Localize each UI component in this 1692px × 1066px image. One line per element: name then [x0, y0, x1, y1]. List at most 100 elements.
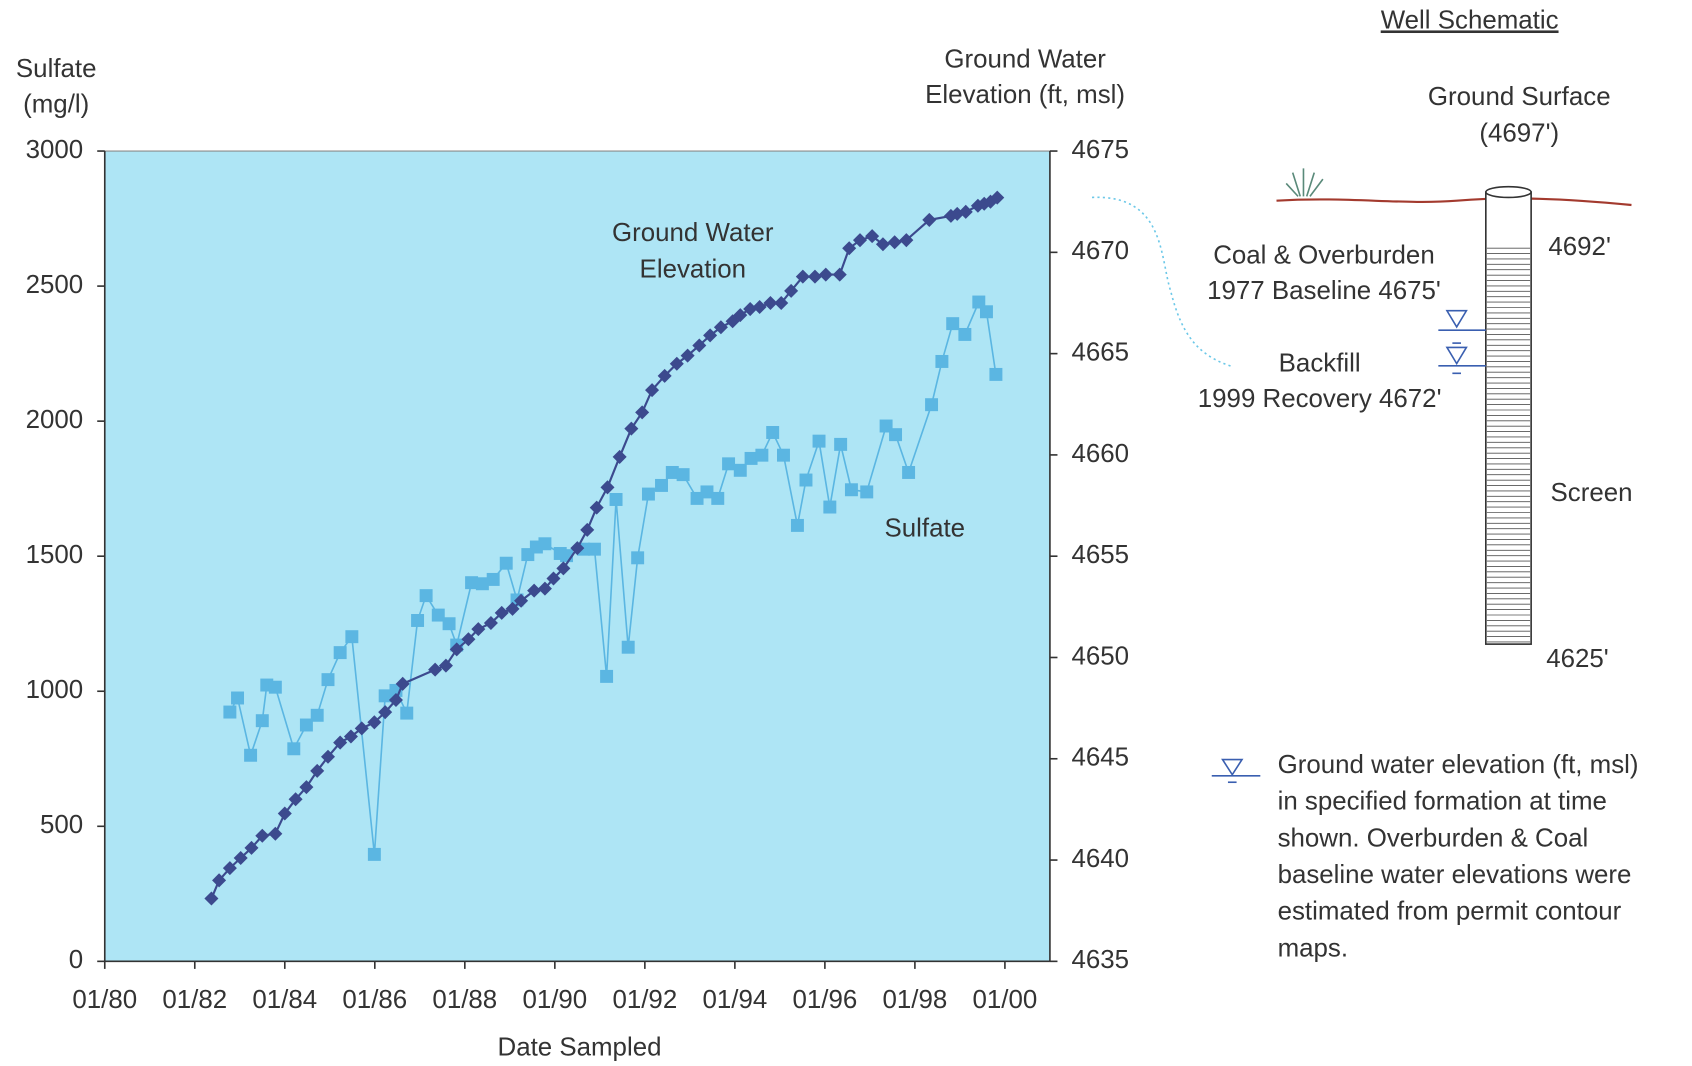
- marker: [244, 748, 258, 762]
- screen-label: Screen: [1551, 479, 1633, 507]
- marker: [733, 463, 747, 477]
- y2-tick-label: 4665: [1072, 338, 1130, 366]
- marker: [655, 478, 668, 492]
- y-tick-label: 2000: [26, 406, 84, 434]
- marker: [299, 780, 314, 795]
- annotation: Sulfate: [884, 515, 965, 543]
- marker: [763, 295, 778, 310]
- well-schematic: Well Schematic Ground Surface (4697') 46…: [1091, 6, 1639, 962]
- y2-tick-label: 4655: [1072, 541, 1130, 569]
- y2-axis-label: Ground Water: [944, 45, 1106, 73]
- marker: [411, 614, 425, 627]
- schematic-title: Well Schematic: [1381, 6, 1559, 34]
- marker: [609, 493, 623, 506]
- marker: [713, 320, 728, 335]
- marker: [744, 451, 758, 465]
- marker: [287, 742, 301, 756]
- y2-tick-label: 4640: [1072, 845, 1130, 873]
- marker: [922, 212, 937, 227]
- chart: 0 500 1000 1500 2000 2500 3000 4635 4640 4645 4650…: [16, 45, 1129, 1061]
- marker: [812, 434, 826, 448]
- marker: [310, 763, 325, 778]
- marker: [990, 190, 1005, 205]
- marker: [612, 449, 627, 464]
- y2-axis-label: Elevation (ft, msl): [925, 81, 1125, 109]
- y-tick-label: 1000: [26, 676, 84, 704]
- marker: [537, 581, 552, 596]
- marker: [212, 873, 227, 888]
- legend-note: maps.: [1278, 934, 1348, 962]
- marker: [844, 483, 858, 497]
- marker: [989, 367, 1003, 381]
- marker: [367, 847, 381, 861]
- annotation: Ground Water: [612, 219, 774, 247]
- marker: [860, 485, 874, 499]
- marker: [431, 608, 445, 622]
- marker: [527, 583, 542, 598]
- plot-area: [104, 150, 1051, 962]
- grass: [1285, 168, 1324, 197]
- marker: [690, 491, 704, 505]
- y-tick-label: 500: [40, 811, 83, 839]
- marker: [752, 300, 767, 315]
- legend-note: Ground water elevation (ft, msl): [1278, 751, 1639, 779]
- marker: [902, 465, 916, 479]
- marker: [842, 241, 857, 256]
- y2-tick-label: 4660: [1072, 440, 1130, 468]
- x-tick-label: 01/98: [883, 986, 948, 1014]
- x-tick-label: 01/00: [973, 986, 1038, 1014]
- marker: [834, 437, 848, 451]
- marker: [807, 269, 822, 284]
- marker: [388, 693, 403, 708]
- marker: [475, 577, 489, 591]
- marker: [321, 673, 335, 687]
- x-tick-label: 01/92: [612, 986, 677, 1014]
- well-top: [1485, 185, 1532, 199]
- x-tick-label: 01/84: [252, 986, 317, 1014]
- marker: [505, 601, 520, 616]
- backfill-label: 1999 Recovery 4672': [1198, 385, 1442, 413]
- marker: [972, 295, 986, 309]
- marker: [268, 826, 283, 841]
- screen-hatch: [1486, 247, 1531, 643]
- marker: [799, 473, 813, 487]
- screen-top-label: 4692': [1548, 233, 1611, 261]
- marker: [711, 491, 725, 505]
- marker: [268, 680, 282, 694]
- legend-note: shown. Overburden & Coal: [1278, 824, 1589, 852]
- well-casing: [1485, 191, 1532, 645]
- y-tick-label: 2500: [26, 271, 84, 299]
- marker: [378, 689, 392, 703]
- marker: [774, 295, 789, 310]
- marker: [419, 589, 433, 603]
- marker: [465, 576, 479, 590]
- marker: [777, 448, 790, 462]
- marker: [703, 328, 718, 343]
- marker: [979, 305, 993, 319]
- marker: [733, 308, 748, 323]
- marker: [354, 721, 369, 736]
- marker: [889, 428, 903, 442]
- marker: [600, 669, 614, 683]
- legend-note: in specified formation at time: [1278, 788, 1607, 816]
- marker: [367, 715, 382, 730]
- marker: [641, 487, 655, 501]
- marker: [621, 640, 635, 654]
- marker: [589, 500, 604, 515]
- x-tick-label: 01/90: [522, 986, 587, 1014]
- legend-note: estimated from permit contour: [1278, 898, 1622, 926]
- marker: [700, 485, 714, 499]
- legend-symbol: [1211, 758, 1261, 784]
- x-tick-label: 01/94: [702, 986, 767, 1014]
- marker: [823, 500, 837, 514]
- marker: [310, 708, 324, 722]
- marker: [580, 522, 595, 537]
- marker: [665, 465, 679, 479]
- marker: [570, 541, 585, 556]
- marker: [958, 204, 973, 219]
- x-tick-label: 01/86: [342, 986, 407, 1014]
- marker: [692, 338, 707, 353]
- y2-tick-label: 4650: [1072, 642, 1130, 670]
- marker: [680, 348, 695, 363]
- marker: [546, 571, 561, 586]
